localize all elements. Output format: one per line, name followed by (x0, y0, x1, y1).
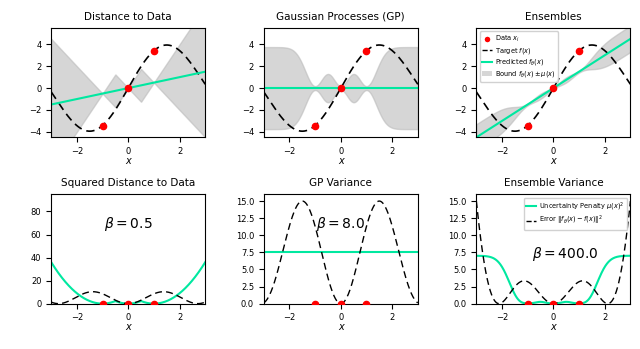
Point (336, 301, 346, 306)
Text: $\beta = 0.5$: $\beta = 0.5$ (104, 215, 152, 233)
Title: Distance to Data: Distance to Data (84, 12, 172, 22)
Point (548, 301, 559, 306)
Title: Ensemble Variance: Ensemble Variance (504, 178, 603, 188)
X-axis label: x: x (338, 156, 344, 166)
X-axis label: x: x (338, 322, 344, 332)
Point (362, 48, 372, 53)
Title: Ensembles: Ensembles (525, 12, 582, 22)
Point (97, 301, 108, 306)
Text: $\beta = 400.0$: $\beta = 400.0$ (532, 245, 599, 263)
X-axis label: x: x (125, 156, 131, 166)
Point (574, 301, 584, 306)
Point (574, 48, 584, 53)
Legend: Data $x_i$, Target $f(x)$, Predicted $f_\theta(x)$, Bound $f_\theta(x) \pm \mu(x: Data $x_i$, Target $f(x)$, Predicted $f_… (480, 31, 558, 82)
Point (362, 301, 372, 306)
Point (336, 85, 346, 91)
Point (97, 123, 108, 128)
Point (148, 301, 159, 306)
Point (123, 301, 133, 306)
Point (523, 301, 533, 306)
Point (310, 301, 320, 306)
Point (310, 123, 320, 128)
Text: $\beta = 8.0$: $\beta = 8.0$ (316, 215, 365, 233)
Legend: Uncertainty Penalty $\mu(x)^2$, Error $\|f_\theta(x) - f(x)\|^2$: Uncertainty Penalty $\mu(x)^2$, Error $\… (524, 198, 627, 230)
Title: Gaussian Processes (GP): Gaussian Processes (GP) (276, 12, 405, 22)
X-axis label: x: x (125, 322, 131, 332)
Point (523, 123, 533, 128)
Title: GP Variance: GP Variance (309, 178, 372, 188)
Point (123, 85, 133, 91)
X-axis label: x: x (550, 156, 556, 166)
Title: Squared Distance to Data: Squared Distance to Data (61, 178, 195, 188)
X-axis label: x: x (550, 322, 556, 332)
Point (148, 48, 159, 53)
Point (548, 85, 559, 91)
